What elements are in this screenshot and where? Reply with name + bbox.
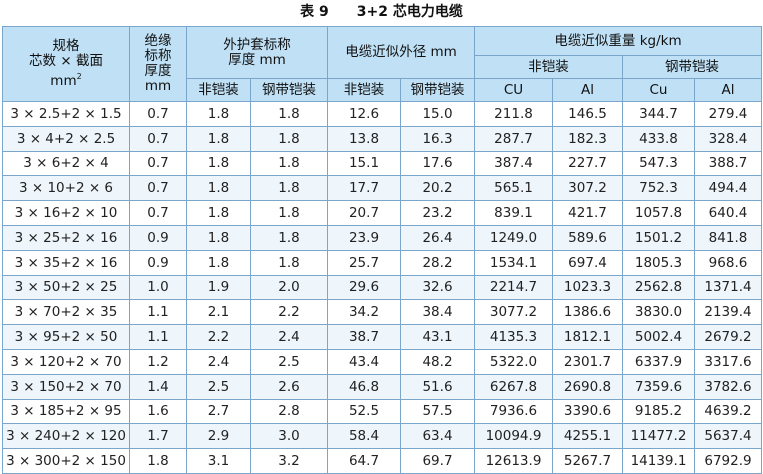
header-sheath-unarmored: 非铠装	[186, 78, 251, 102]
cable-spec-table: 规格 芯数 × 截面 mm2 绝缘 标称 厚度 mm 外护套标称 厚度 mm 电…	[2, 26, 763, 474]
header-sheath: 外护套标称 厚度 mm	[186, 26, 328, 79]
table-row: 3 × 240+2 × 120 1.7 2.9 3.0 58.4 63.4 10094.9 4…	[2, 423, 763, 450]
table-row: 3 × 16+2 × 10 0.7 1.8 1.8 20.7 23.2 839.1 421.7…	[2, 200, 763, 226]
header-insulation: 绝缘 标称 厚度 mm	[129, 26, 187, 102]
table-row: 3 × 95+2 × 50 1.1 2.2 2.4 38.7 43.1 4135.3 1812…	[2, 324, 763, 350]
table-row: 3 × 35+2 × 16 0.9 1.8 1.8 25.7 28.2 1534.1 697.…	[2, 249, 763, 276]
table-caption: 表 9 3+2 芯电力电缆	[0, 0, 763, 24]
header-sheath-armored: 钢带铠装	[250, 78, 328, 102]
header-weight-unarmored-al: Al	[552, 78, 623, 102]
header-weight-armored: 钢带铠装	[621, 55, 763, 79]
header-diameter-armored: 钢带铠装	[400, 78, 475, 102]
table-body: 3 × 2.5+2 × 1.5 0.7 1.8 1.8 12.6 15.0 211.8 146…	[2, 101, 763, 474]
table-row: 3 × 150+2 × 70 1.4 2.5 2.6 46.8 51.6 6267.8 269…	[2, 373, 763, 400]
table-row: 3 × 6+2 × 4 0.7 1.8 1.8 15.1 17.6 387.4 227.7 54…	[2, 150, 763, 177]
table-header: 规格 芯数 × 截面 mm2 绝缘 标称 厚度 mm 外护套标称 厚度 mm 电…	[2, 26, 763, 102]
header-weight-unarmored-cu: CU	[474, 78, 553, 102]
table-row: 3 × 185+2 × 95 1.6 2.7 2.8 52.5 57.5 7936.6 339…	[2, 398, 763, 425]
table-row: 3 × 4+2 × 2.5 0.7 1.8 1.8 13.8 16.3 287.7 182.3…	[2, 125, 763, 152]
table-row: 3 × 2.5+2 × 1.5 0.7 1.8 1.8 12.6 15.0 211.8 146…	[2, 101, 763, 127]
header-weight: 电缆近似重量 kg/km	[473, 26, 763, 56]
header-diameter: 电缆近似外径 mm	[327, 26, 475, 79]
table-row: 3 × 300+2 × 150 1.8 3.1 3.2 64.7 69.7 12613.9 5…	[2, 448, 763, 474]
header-spec: 规格 芯数 × 截面 mm2	[2, 26, 130, 102]
header-weight-unarmored: 非铠装	[474, 55, 623, 79]
header-diameter-unarmored: 非铠装	[327, 78, 401, 102]
header-weight-armored-al: Al	[693, 78, 763, 102]
table-row: 3 × 25+2 × 16 0.9 1.8 1.8 23.9 26.4 1249.0 589.…	[2, 224, 763, 251]
table-row: 3 × 50+2 × 25 1.0 1.9 2.0 29.6 32.6 2214.7 1023…	[2, 274, 763, 301]
table-title: 3+2 芯电力电缆	[356, 4, 463, 20]
table-row: 3 × 10+2 × 6 0.7 1.8 1.8 17.7 20.2 565.1 307.2 7…	[2, 175, 763, 202]
header-weight-armored-cu: Cu	[622, 78, 695, 102]
table-row: 3 × 120+2 × 70 1.2 2.4 2.5 43.4 48.2 5322.0 230…	[2, 348, 763, 375]
table-row: 3 × 70+2 × 35 1.1 2.1 2.2 34.2 38.4 3077.2 1386…	[2, 299, 763, 326]
table-number: 表 9	[300, 4, 329, 20]
